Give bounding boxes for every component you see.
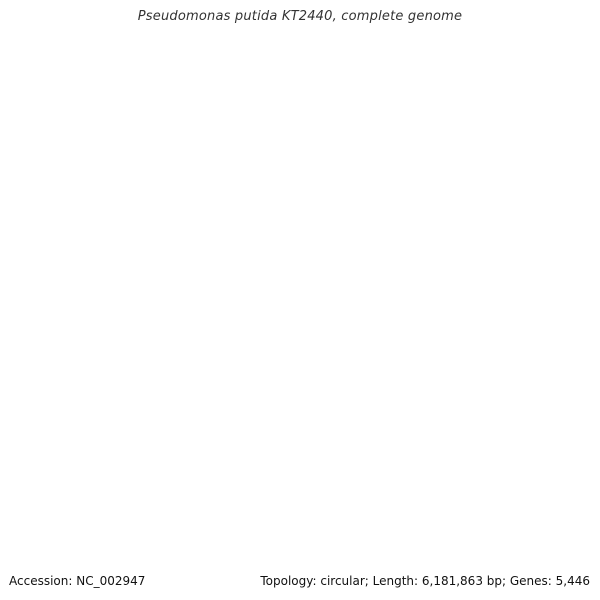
genome-summary-text: Topology: circular; Length: 6,181,863 bp… (260, 574, 590, 588)
accession-text: Accession: NC_002947 (9, 574, 146, 588)
map-title: Pseudomonas putida KT2440, complete geno… (137, 9, 463, 24)
